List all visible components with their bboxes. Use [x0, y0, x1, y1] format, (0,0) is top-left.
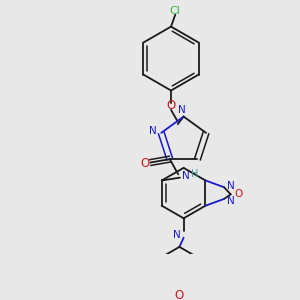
- Text: N: N: [173, 230, 181, 240]
- Text: H: H: [191, 169, 199, 179]
- Text: O: O: [175, 289, 184, 300]
- Text: N: N: [182, 171, 190, 181]
- Text: N: N: [149, 126, 157, 136]
- Text: N: N: [227, 196, 235, 206]
- Text: O: O: [140, 157, 149, 170]
- Text: Cl: Cl: [170, 7, 181, 16]
- Text: N: N: [227, 181, 235, 190]
- Text: O: O: [234, 189, 242, 199]
- Text: N: N: [178, 105, 186, 115]
- Text: O: O: [167, 99, 176, 112]
